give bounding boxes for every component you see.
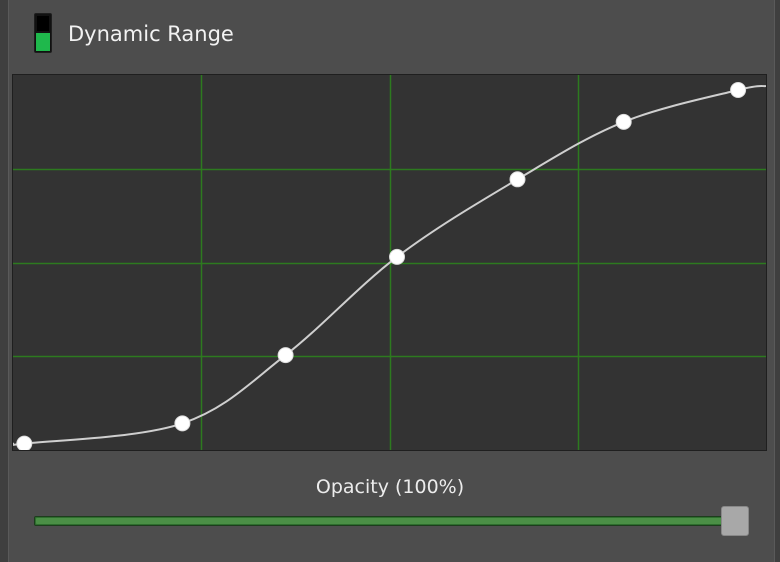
panel-left-edge (0, 0, 9, 562)
curve-control-points[interactable] (16, 82, 747, 451)
toggle-top-segment (37, 16, 49, 31)
curve-control-point[interactable] (730, 82, 747, 98)
curve-control-point[interactable] (615, 113, 632, 130)
opacity-label: Opacity (100%) (315, 476, 465, 498)
curve-control-point[interactable] (509, 171, 526, 188)
curve-editor[interactable] (12, 74, 767, 451)
panel-header: Dynamic Range (8, 0, 775, 68)
curve-grid (13, 75, 766, 450)
curve-line (13, 84, 766, 446)
panel-title: Dynamic Range (68, 22, 234, 46)
opacity-slider-fill (36, 518, 732, 524)
curve-control-point[interactable] (389, 248, 405, 265)
opacity-slider-track[interactable] (34, 516, 734, 526)
opacity-slider[interactable] (34, 506, 749, 536)
curve-control-point[interactable] (277, 347, 294, 364)
toggle-bottom-segment (36, 33, 50, 51)
curve-control-point[interactable] (16, 435, 33, 450)
panel-right-edge (774, 0, 780, 562)
opacity-slider-thumb[interactable] (721, 506, 749, 536)
curve-control-point[interactable] (174, 415, 191, 432)
level-toggle-icon[interactable] (34, 13, 52, 53)
curve-canvas[interactable] (13, 75, 766, 450)
